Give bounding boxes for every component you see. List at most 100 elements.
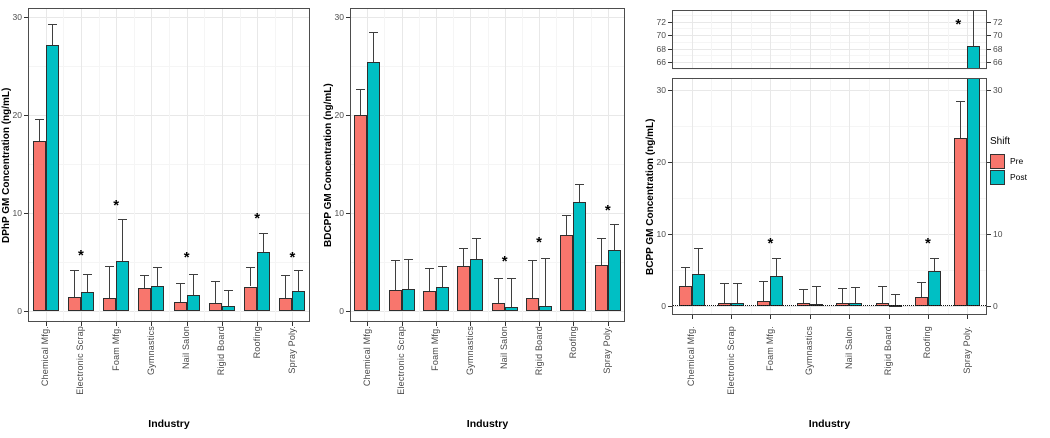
error-bar-cap bbox=[562, 214, 572, 216]
gridline-minor bbox=[711, 79, 713, 314]
error-bar-cap bbox=[118, 218, 128, 220]
x-tick-label: Spray Poly. bbox=[286, 326, 297, 374]
error-bar-stem bbox=[600, 238, 602, 265]
y-tick-label: 20 bbox=[12, 110, 22, 120]
gridline-major bbox=[809, 79, 811, 314]
error-bar-cap bbox=[877, 285, 887, 287]
x-tick-mark bbox=[809, 315, 811, 319]
error-bar-stem bbox=[802, 288, 804, 304]
error-bar-stem bbox=[360, 88, 362, 115]
y-tick-mark bbox=[987, 306, 991, 307]
y-tick-label: 10 bbox=[334, 208, 344, 218]
gridline-minor bbox=[829, 11, 831, 68]
bar-post bbox=[607, 250, 621, 311]
error-bar-stem bbox=[532, 260, 534, 299]
error-bar-stem bbox=[285, 274, 287, 299]
gridline-minor bbox=[418, 9, 420, 321]
gridline-minor bbox=[750, 11, 752, 68]
bar-pre bbox=[32, 141, 46, 311]
error-bar-cap bbox=[733, 282, 743, 284]
error-bar-stem bbox=[263, 232, 265, 253]
y-tick-label: 10 bbox=[993, 229, 1003, 239]
gridline-major bbox=[770, 79, 772, 314]
error-bar-cap bbox=[916, 282, 926, 284]
x-tick-label: Foam Mfg. bbox=[110, 326, 121, 371]
x-tick-label: Electronic Scrap bbox=[396, 326, 407, 395]
bar-post bbox=[691, 273, 705, 306]
error-bar-stem bbox=[214, 280, 216, 304]
x-tick-mark bbox=[221, 322, 223, 326]
gridline-minor bbox=[556, 9, 558, 321]
x-axis-title: Industry bbox=[148, 418, 190, 430]
gridline-minor bbox=[908, 79, 910, 314]
error-bar-stem bbox=[724, 282, 726, 304]
x-tick-label: Nail Salon bbox=[181, 326, 192, 370]
bar-post bbox=[573, 202, 587, 311]
gridline-minor bbox=[672, 68, 987, 70]
y-tick-mark bbox=[346, 115, 350, 116]
significance-asterisk: * bbox=[113, 197, 120, 215]
error-bar-cap bbox=[294, 269, 304, 271]
bar-post bbox=[539, 306, 553, 311]
gridline-major bbox=[927, 79, 929, 314]
gridline-minor bbox=[829, 79, 831, 314]
error-bar-stem bbox=[407, 259, 409, 290]
error-bar-cap bbox=[82, 273, 92, 275]
x-tick-mark bbox=[45, 322, 47, 326]
significance-asterisk: * bbox=[955, 16, 962, 34]
x-tick-mark bbox=[435, 322, 437, 326]
bar-post bbox=[927, 270, 941, 306]
bar-post bbox=[116, 261, 130, 311]
error-bar-stem bbox=[38, 118, 40, 142]
legend-item-pre: Pre bbox=[990, 153, 1027, 169]
x-tick-label: Chemical Mfg. bbox=[361, 326, 372, 387]
y-tick-label: 30 bbox=[993, 85, 1003, 95]
y-tick-label: 70 bbox=[993, 30, 1003, 41]
x-tick-label: Foam Mfg. bbox=[430, 326, 441, 371]
bar-pre bbox=[244, 286, 258, 311]
gridline-major bbox=[401, 9, 403, 321]
error-bar-cap bbox=[772, 257, 782, 259]
y-tick-mark bbox=[668, 90, 672, 91]
error-bar-cap bbox=[929, 257, 939, 259]
error-bar-cap bbox=[188, 273, 198, 275]
error-bar-cap bbox=[493, 277, 503, 279]
y-tick-label: 66 bbox=[993, 56, 1003, 67]
y-tick-label: 72 bbox=[656, 16, 666, 27]
gridline-minor bbox=[63, 9, 65, 321]
legend-label-post: Post bbox=[1010, 172, 1028, 182]
gridline-minor bbox=[790, 79, 792, 314]
gridline-major bbox=[607, 9, 609, 321]
bar-pre bbox=[422, 291, 436, 311]
gridline-major bbox=[731, 79, 733, 314]
bar-post bbox=[470, 259, 484, 311]
y-tick-label: 30 bbox=[334, 12, 344, 22]
x-tick-mark bbox=[967, 315, 969, 319]
error-bar-cap bbox=[105, 265, 115, 267]
y-tick-label: 0 bbox=[993, 301, 998, 311]
error-bar-cap bbox=[281, 274, 291, 276]
y-tick-mark bbox=[668, 48, 672, 50]
error-bar-cap bbox=[34, 118, 44, 120]
error-bar-stem bbox=[86, 273, 88, 293]
gridline-minor bbox=[239, 9, 241, 321]
bar-pre bbox=[526, 298, 540, 311]
gridline-minor bbox=[590, 9, 592, 321]
error-bar-cap bbox=[459, 248, 469, 250]
lod-reference-line bbox=[673, 304, 986, 306]
legend-label-pre: Pre bbox=[1010, 156, 1024, 166]
x-tick-label: Rigid Board bbox=[216, 326, 227, 376]
error-bar-stem bbox=[613, 223, 615, 251]
error-bar-cap bbox=[969, 10, 979, 12]
x-tick-label: Foam Mfg. bbox=[764, 326, 775, 371]
legend-key-post-swatch bbox=[990, 169, 1005, 185]
significance-asterisk: * bbox=[767, 235, 774, 253]
significance-asterisk: * bbox=[77, 247, 84, 265]
error-bar-cap bbox=[210, 280, 220, 282]
x-tick-label: Chemical Mfg. bbox=[686, 326, 697, 387]
gridline-major bbox=[539, 9, 541, 321]
error-bar-cap bbox=[798, 288, 808, 290]
gridline-major bbox=[573, 9, 575, 321]
y-tick-mark bbox=[987, 48, 991, 50]
y-tick-label: 10 bbox=[12, 208, 22, 218]
